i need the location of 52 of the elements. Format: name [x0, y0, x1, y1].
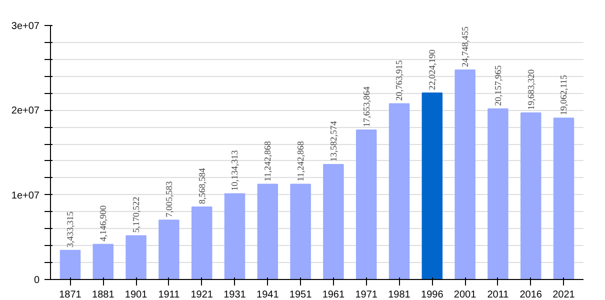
data-label: 8,568,584 [196, 167, 207, 204]
bar [126, 235, 146, 280]
bar [553, 118, 574, 280]
y-tick-label: 2e+07 [11, 106, 40, 117]
x-tick-label: 1961 [322, 290, 346, 300]
data-label: 19,683,320 [526, 68, 536, 110]
data-label: 20,763,915 [394, 60, 404, 101]
data-label: 24,748,455 [460, 26, 470, 67]
bar [454, 69, 476, 280]
x-tick-label: 1996 [421, 290, 444, 300]
data-label: 7,005,583 [164, 180, 174, 218]
data-label: 5,170,522 [131, 196, 142, 233]
x-tick-label: 2016 [520, 290, 542, 300]
x-tick-label: 2011 [487, 290, 510, 300]
y-tick-label: 0 [34, 275, 40, 286]
bar [191, 206, 212, 280]
bar [60, 250, 81, 280]
bar [323, 164, 344, 280]
data-label: 4,146,900 [98, 204, 108, 242]
x-tick-label: 1971 [355, 290, 378, 300]
bar [520, 112, 542, 280]
x-tick-label: 1931 [224, 290, 246, 300]
y-tick-label: 3e+07 [11, 21, 40, 32]
x-tick-label: 1951 [289, 290, 312, 300]
x-tick-label: 1941 [256, 290, 280, 300]
bar [488, 108, 508, 280]
data-label: 11,242,868 [262, 140, 273, 182]
data-label: 22,024,190 [427, 49, 438, 90]
data-label: 13,582,574 [328, 120, 338, 162]
bar [257, 184, 278, 280]
bar [290, 184, 311, 280]
x-tick-label: 1981 [388, 290, 411, 300]
bar [92, 244, 114, 280]
data-label: 17,653,864 [361, 86, 372, 128]
x-tick-label: 2021 [552, 290, 576, 300]
x-tick-label: 1901 [124, 290, 148, 300]
data-label: 19,062,115 [558, 74, 569, 116]
bar [224, 193, 246, 280]
bar [158, 220, 180, 280]
x-tick-label: 2001 [454, 290, 477, 300]
data-label: 11,242,868 [296, 140, 306, 182]
data-label: 10,134,313 [230, 150, 240, 191]
data-label: 3,433,315 [65, 210, 76, 248]
x-tick-label: 1881 [92, 290, 115, 300]
bar [388, 103, 410, 280]
bar [356, 130, 377, 280]
x-tick-label: 1911 [158, 290, 180, 300]
x-tick-label: 1921 [190, 290, 214, 300]
x-tick-label: 1871 [59, 290, 82, 300]
y-tick-label: 1e+07 [11, 190, 40, 202]
data-label: 20,157,965 [492, 64, 503, 106]
bar [422, 92, 443, 280]
